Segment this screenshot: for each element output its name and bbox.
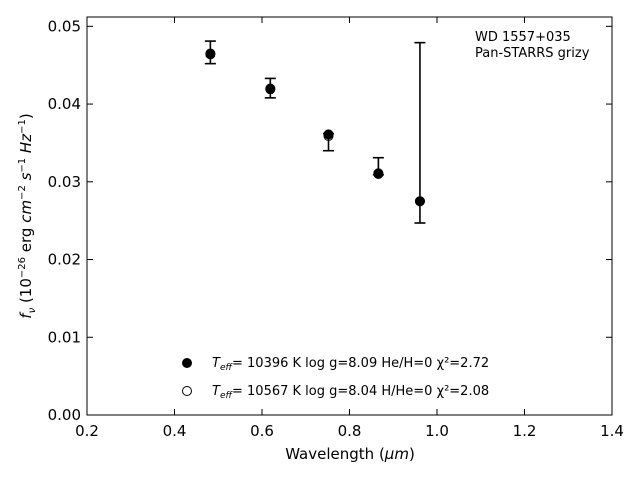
- x-tick-label: 1.2: [513, 422, 537, 440]
- y-axis-label: fν (10−26 erg cm−2 s−1 Hz−1): [17, 113, 38, 318]
- x-tick-label: 0.2: [75, 422, 99, 440]
- x-tick-label: 0.4: [163, 422, 187, 440]
- legend-marker-filled: [182, 358, 192, 368]
- model-point-open: [265, 84, 276, 95]
- axis-ticks: 0.2 0.4 0.6 0.8 1.0 1.2 1.4 0.00 0.01 0.02 0.03 0.0…: [48, 17, 624, 440]
- legend-label-1: Teff= 10396 K log g=8.09 He/H=0 χ²=2.72: [212, 356, 489, 373]
- x-axis-label: Wavelength (μm): [285, 445, 415, 463]
- x-tick-label: 1.4: [600, 422, 624, 440]
- legend-marker-open: [182, 386, 192, 396]
- model-point-filled: [265, 83, 276, 94]
- legend-teff-symbol-2: T: [212, 384, 221, 399]
- y-tick-label: 0.04: [48, 95, 81, 113]
- model-point-open: [414, 196, 425, 207]
- x-tick-label: 0.8: [338, 422, 362, 440]
- model-point-open: [205, 48, 216, 59]
- legend-teff-symbol: T: [212, 356, 221, 371]
- legend-teff-subscript: eff: [220, 363, 234, 373]
- y-tick-label: 0.00: [48, 406, 81, 424]
- y-tick-label: 0.05: [48, 17, 81, 35]
- legend-teff-subscript-2: eff: [220, 391, 234, 401]
- error-bars: [204, 40, 426, 224]
- x-tick-label: 0.6: [250, 422, 274, 440]
- y-tick-label: 0.03: [48, 173, 81, 191]
- model-point-filled: [373, 169, 384, 180]
- y-tick-label: 0.01: [48, 328, 81, 346]
- x-tick-label: 1.0: [425, 422, 449, 440]
- annotation-line-2: Pan-STARRS grizy: [475, 46, 590, 61]
- y-tick-label: 0.02: [48, 251, 81, 269]
- model-point-open: [323, 130, 334, 141]
- model-point-open: [373, 168, 384, 179]
- legend: Teff= 10396 K log g=8.09 He/H=0 χ²=2.72 …: [182, 356, 489, 401]
- model-point-filled: [205, 49, 216, 60]
- data-points: [205, 48, 425, 207]
- legend-label-2: Teff= 10567 K log g=8.04 H/He=0 χ²=2.08: [212, 384, 489, 401]
- annotation-line-1: WD 1557+035: [475, 30, 571, 45]
- legend-label-1-text: = 10396 K log g=8.09 He/H=0 χ²=2.72: [232, 356, 489, 371]
- legend-label-2-text: = 10567 K log g=8.04 H/He=0 χ²=2.08: [232, 384, 489, 399]
